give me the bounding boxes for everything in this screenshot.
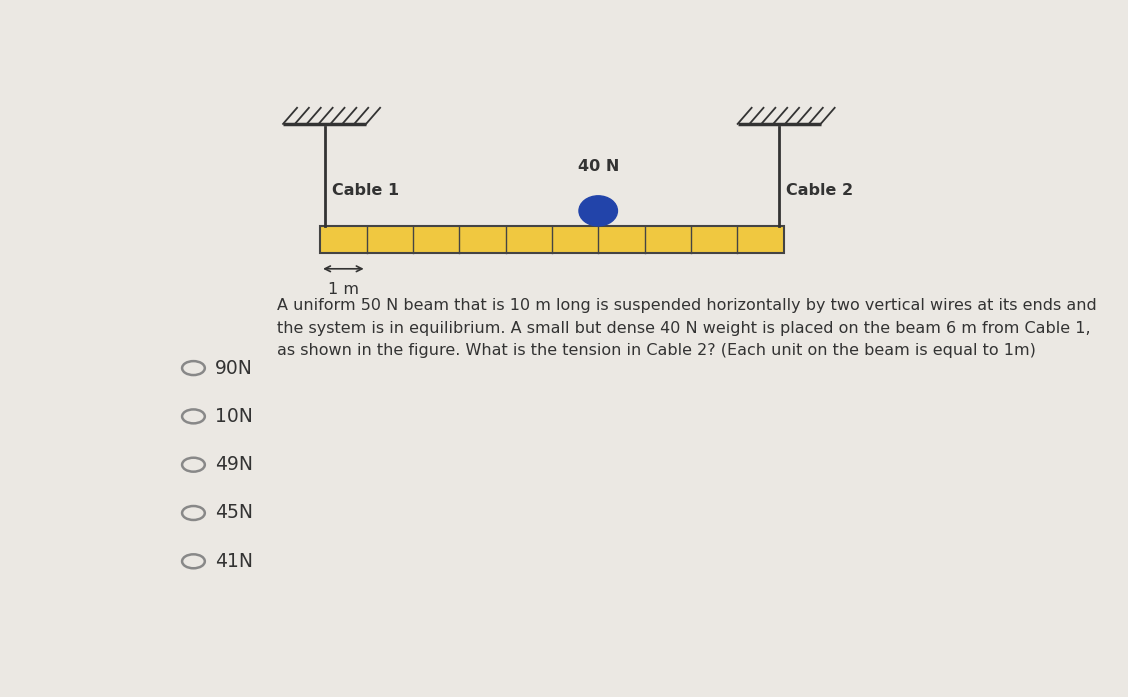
Text: 1 m: 1 m <box>328 282 359 297</box>
Bar <box>320 226 784 253</box>
Text: 10N: 10N <box>215 407 253 426</box>
Text: Cable 1: Cable 1 <box>332 183 398 199</box>
Text: 49N: 49N <box>215 455 254 474</box>
Text: A uniform 50 N beam that is 10 m long is suspended horizontally by two vertical : A uniform 50 N beam that is 10 m long is… <box>276 298 1096 358</box>
Text: 40 N: 40 N <box>578 159 619 174</box>
Text: Cable 2: Cable 2 <box>786 183 853 199</box>
Text: 90N: 90N <box>215 358 253 378</box>
Text: 45N: 45N <box>215 503 254 523</box>
Text: 41N: 41N <box>215 552 254 571</box>
Ellipse shape <box>579 196 617 226</box>
